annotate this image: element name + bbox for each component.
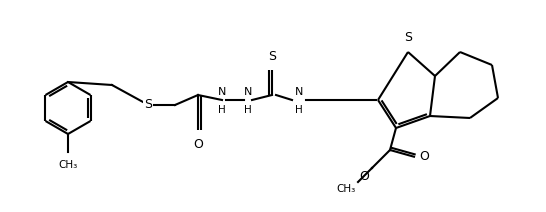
Text: N: N bbox=[295, 87, 303, 97]
Text: S: S bbox=[404, 31, 412, 44]
Text: CH₃: CH₃ bbox=[337, 184, 356, 194]
Text: O: O bbox=[193, 138, 203, 151]
Text: CH₃: CH₃ bbox=[58, 160, 78, 170]
Text: H: H bbox=[218, 105, 226, 115]
Text: S: S bbox=[144, 99, 152, 112]
Text: N: N bbox=[218, 87, 226, 97]
Text: O: O bbox=[419, 151, 429, 163]
Text: O: O bbox=[359, 170, 369, 183]
Text: N: N bbox=[244, 87, 252, 97]
Text: H: H bbox=[244, 105, 252, 115]
Text: H: H bbox=[295, 105, 303, 115]
Text: S: S bbox=[268, 50, 276, 63]
